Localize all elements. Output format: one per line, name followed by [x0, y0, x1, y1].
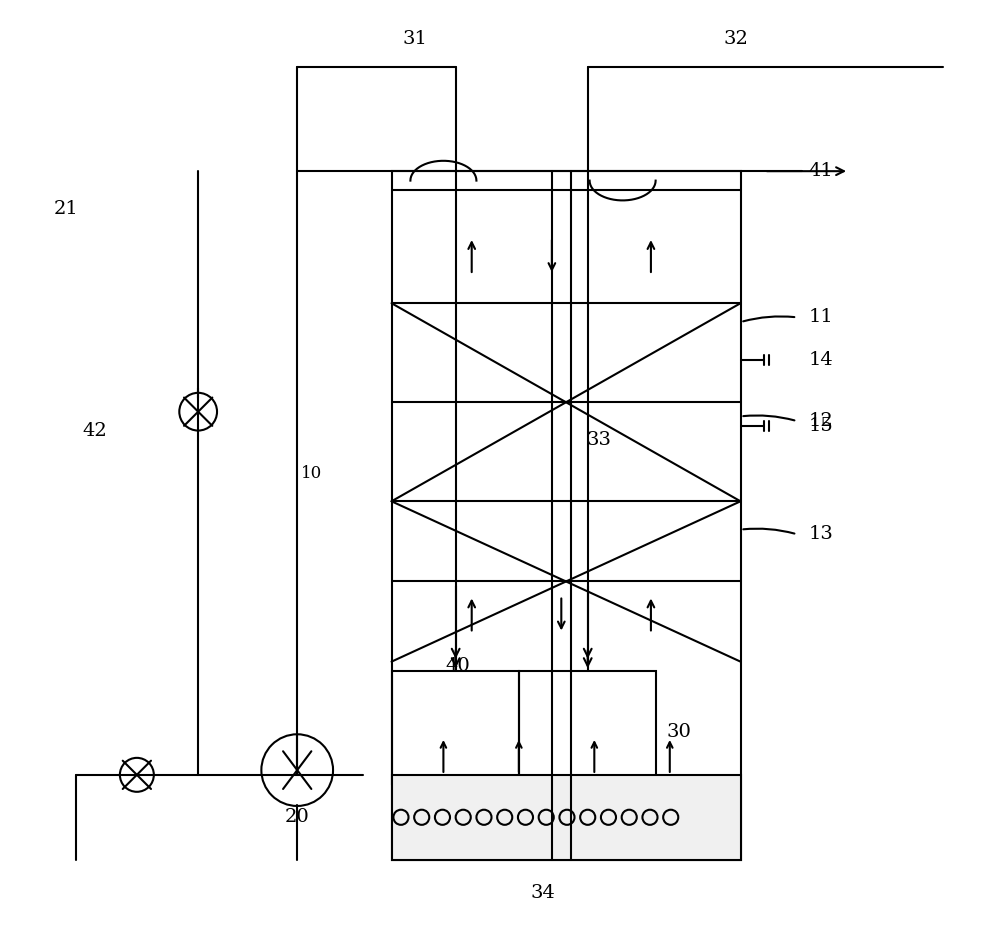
- Bar: [392, 775, 741, 860]
- Text: 42: 42: [82, 422, 107, 440]
- Text: 41: 41: [808, 162, 833, 180]
- Text: 10: 10: [301, 464, 322, 482]
- Text: 32: 32: [723, 30, 748, 48]
- Text: 33: 33: [587, 431, 612, 449]
- Text: 11: 11: [808, 308, 833, 326]
- Bar: [392, 171, 741, 860]
- Text: 30: 30: [667, 724, 692, 742]
- Text: 31: 31: [403, 30, 428, 48]
- Bar: [519, 671, 656, 784]
- Bar: [392, 671, 519, 784]
- Text: 34: 34: [530, 884, 555, 902]
- Text: 21: 21: [54, 200, 78, 218]
- Text: 15: 15: [808, 417, 833, 435]
- Text: 12: 12: [808, 412, 833, 430]
- Text: 14: 14: [808, 351, 833, 369]
- Text: 13: 13: [808, 525, 833, 543]
- Text: 20: 20: [285, 808, 310, 826]
- Text: 40: 40: [445, 657, 470, 675]
